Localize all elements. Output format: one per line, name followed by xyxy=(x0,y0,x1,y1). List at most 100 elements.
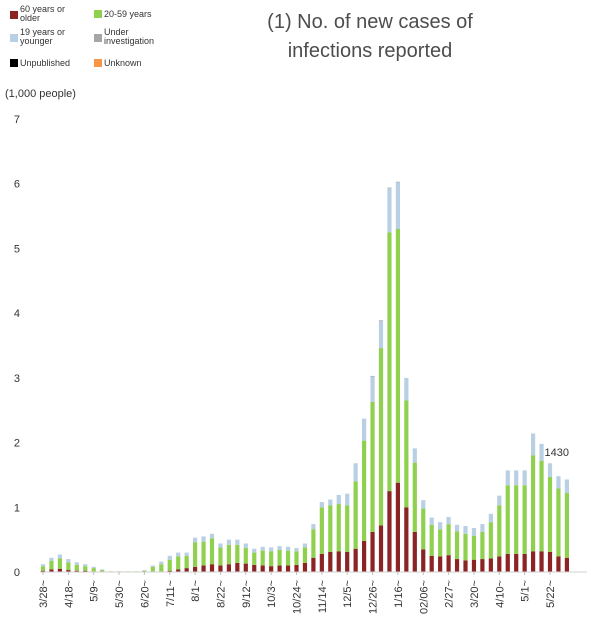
x-tick-label-12: 12/5~ xyxy=(342,580,354,608)
y-tick-label-6: 6 xyxy=(14,179,20,191)
bar-older-51 xyxy=(471,559,477,572)
bar-older-58 xyxy=(531,551,536,572)
bar-adult-33 xyxy=(319,507,324,554)
bar-adult-53 xyxy=(488,522,493,559)
bar-adult-49 xyxy=(454,531,460,560)
y-tick-label-4: 4 xyxy=(14,308,20,320)
bar-adult-59 xyxy=(539,460,544,552)
bar-adult-37 xyxy=(353,481,358,549)
bar-young-56 xyxy=(514,470,519,486)
bar-young-31 xyxy=(302,543,308,548)
bar-older-47 xyxy=(438,556,443,572)
bar-older-17 xyxy=(184,568,189,572)
bar-adult-19 xyxy=(201,541,206,566)
bar-adult-14 xyxy=(159,564,164,572)
bar-young-4 xyxy=(74,562,79,565)
bar-young-27 xyxy=(269,547,274,552)
bar-older-35 xyxy=(336,551,341,572)
bar-young-29 xyxy=(285,546,291,551)
bar-young-0 xyxy=(40,564,46,567)
legend-label-older-0: 60 years or xyxy=(20,4,65,14)
bar-adult-31 xyxy=(302,547,308,563)
bar-older-54 xyxy=(497,556,502,572)
bar-young-1 xyxy=(49,557,54,561)
bar-older-57 xyxy=(522,553,527,572)
legend-label-unpublished-0: Unpublished xyxy=(20,58,70,68)
x-tick-label-10: 10/24~ xyxy=(292,580,304,614)
bar-young-35 xyxy=(336,494,341,505)
bar-older-53 xyxy=(488,558,493,572)
bar-young-58 xyxy=(531,433,536,456)
bar-adult-44 xyxy=(412,462,417,532)
bar-young-60 xyxy=(547,463,553,477)
x-tick-label-17: 3/20~ xyxy=(469,580,481,608)
bar-young-15 xyxy=(167,555,172,560)
bar-young-36 xyxy=(345,493,350,506)
bar-young-5 xyxy=(83,564,88,567)
bar-older-39 xyxy=(370,531,375,572)
bar-older-45 xyxy=(421,549,426,572)
bar-older-27 xyxy=(269,566,274,572)
bar-young-32 xyxy=(311,524,316,530)
bar-older-59 xyxy=(539,551,544,572)
bar-adult-41 xyxy=(387,232,392,492)
bar-older-43 xyxy=(404,507,409,572)
bar-young-38 xyxy=(362,418,367,441)
bar-older-40 xyxy=(378,525,384,572)
bar-investigation-40 xyxy=(378,320,384,321)
y-axis: 0 1 2 3 4 5 6 7 xyxy=(14,114,20,579)
legend-label-young-1: younger xyxy=(20,36,53,46)
bar-young-37 xyxy=(353,463,358,482)
bar-adult-3 xyxy=(66,562,71,571)
bar-older-34 xyxy=(328,551,333,572)
bar-adult-1 xyxy=(49,561,54,570)
y-tick-label-2: 2 xyxy=(14,438,20,450)
bar-young-18 xyxy=(193,537,198,543)
bar-young-6 xyxy=(91,566,96,569)
x-tick-label-5: 7/11~ xyxy=(165,580,177,607)
bar-older-46 xyxy=(429,555,434,572)
bar-older-52 xyxy=(480,559,485,572)
bar-older-48 xyxy=(446,555,451,572)
bar-older-16 xyxy=(176,569,181,572)
legend-swatch-investigation xyxy=(94,34,102,42)
bar-older-38 xyxy=(362,540,367,572)
data-label-annotation: 1430 xyxy=(545,447,569,459)
bar-adult-43 xyxy=(404,400,409,508)
bar-adult-40 xyxy=(378,348,384,526)
bar-older-29 xyxy=(285,565,291,572)
bar-young-33 xyxy=(319,502,324,508)
x-tick-label-2: 5/9~ xyxy=(89,580,101,602)
x-tick-label-15: 02/06~ xyxy=(418,580,430,614)
legend-swatch-unpublished xyxy=(10,59,18,67)
bar-older-55 xyxy=(505,553,510,572)
bar-adult-2 xyxy=(57,558,62,569)
bar-young-42 xyxy=(395,182,400,230)
bar-adult-27 xyxy=(269,551,274,567)
bar-young-7 xyxy=(100,569,105,571)
bar-adult-55 xyxy=(505,485,510,554)
x-tick-label-7: 8/22~ xyxy=(215,580,227,608)
x-tick-label-19: 5/1~ xyxy=(520,580,532,602)
legend-label-unknown-0: Unknown xyxy=(104,58,142,68)
bar-adult-51 xyxy=(471,535,477,560)
bar-adult-5 xyxy=(83,566,88,571)
bar-older-21 xyxy=(218,565,223,572)
bar-adult-35 xyxy=(336,504,341,552)
bar-young-17 xyxy=(184,552,189,556)
annotations: 1430 xyxy=(545,447,569,459)
bar-adult-21 xyxy=(218,547,223,566)
bar-young-16 xyxy=(176,552,181,557)
bar-older-19 xyxy=(201,565,206,572)
y-tick-label-5: 5 xyxy=(14,243,20,255)
bar-adult-48 xyxy=(446,524,451,556)
bar-young-23 xyxy=(235,539,240,545)
bar-young-30 xyxy=(294,548,299,552)
bar-older-4 xyxy=(74,570,79,572)
bar-young-13 xyxy=(150,565,155,567)
bar-adult-17 xyxy=(184,555,189,569)
bars xyxy=(40,181,569,572)
bar-older-5 xyxy=(83,570,88,572)
legend-label-adult-0: 20-59 years xyxy=(104,9,152,19)
